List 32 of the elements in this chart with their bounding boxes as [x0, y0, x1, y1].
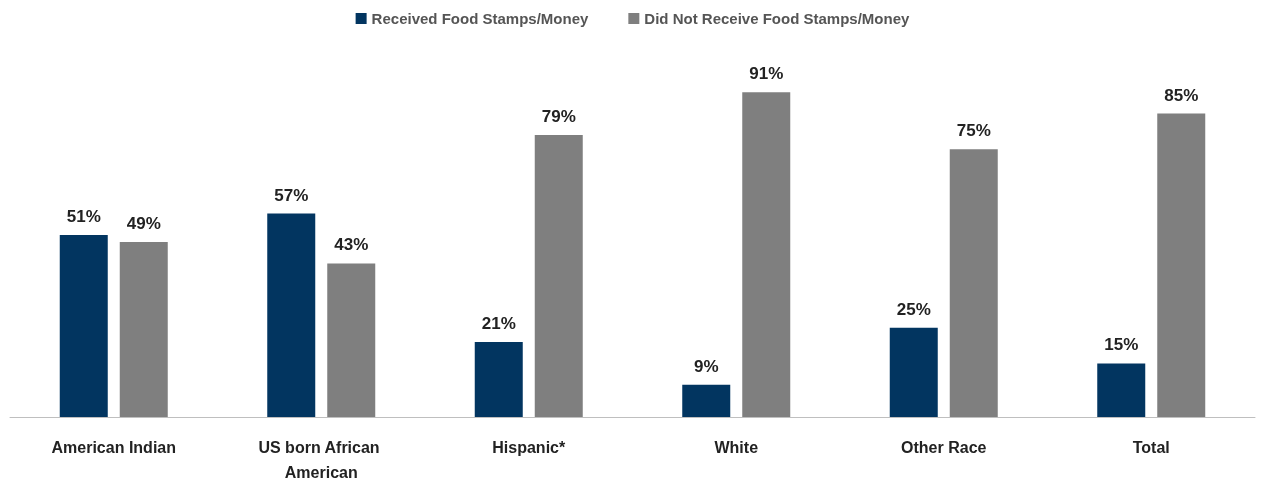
x-tick-label: US born African American: [258, 439, 385, 481]
data-label: 75%: [956, 121, 991, 141]
data-label: 79%: [541, 106, 576, 126]
data-label: 85%: [1164, 85, 1199, 105]
data-label: 25%: [896, 299, 931, 319]
data-label: 21%: [481, 314, 516, 334]
x-tick-label: White: [714, 439, 759, 456]
data-label: 9%: [693, 356, 719, 376]
bar: [1157, 113, 1206, 417]
data-label: 51%: [66, 206, 101, 226]
legend-label: Received Food Stamps/Money: [371, 10, 589, 27]
x-tick-label: Total: [1132, 439, 1170, 456]
bar: [742, 92, 791, 417]
data-label: 15%: [1104, 335, 1139, 355]
x-tick-label: Hispanic*: [492, 439, 566, 456]
bar: [889, 327, 938, 417]
bar: [1097, 363, 1146, 417]
bar: [474, 342, 523, 417]
data-label: 91%: [749, 64, 784, 84]
bar: [682, 384, 731, 417]
bar: [267, 213, 316, 417]
x-tick-label: American Indian: [51, 439, 176, 456]
bar: [949, 149, 998, 417]
data-label: 57%: [274, 185, 309, 205]
bar: [534, 134, 583, 417]
legend-label: Did Not Receive Food Stamps/Money: [644, 10, 911, 27]
bar: [59, 234, 108, 417]
x-tick-label: Other Race: [901, 439, 987, 456]
bar: [119, 242, 168, 417]
bar: [327, 263, 376, 417]
data-label: 43%: [334, 235, 369, 255]
data-label: 49%: [126, 214, 161, 234]
